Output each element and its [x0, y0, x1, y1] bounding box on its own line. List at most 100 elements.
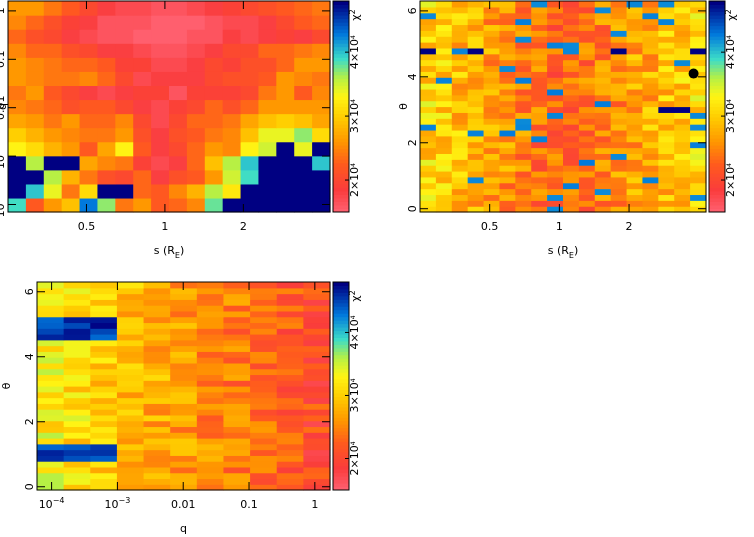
heatmap-cell: [196, 339, 225, 347]
heatmap-cell: [467, 153, 485, 160]
heatmap-cell: [116, 305, 145, 312]
heatmap-cell: [8, 43, 27, 58]
heatmap-cell: [451, 135, 469, 143]
heatmap-cell: [594, 153, 612, 160]
heatmap-cell: [642, 170, 659, 178]
heatmap-cell: [63, 403, 91, 410]
heatmap-cell: [196, 432, 225, 439]
colorbar-segment: [709, 159, 725, 164]
heatmap-cell: [240, 155, 260, 171]
heatmap-cell: [116, 443, 145, 451]
heatmap-cell: [626, 124, 644, 131]
heatmap-cell: [578, 182, 596, 190]
heatmap-cell: [170, 420, 198, 428]
heatmap-cell: [169, 127, 188, 143]
heatmap-cell: [303, 380, 331, 387]
heatmap-cell: [303, 414, 331, 422]
heatmap-cell: [79, 183, 99, 199]
heatmap-cell: [451, 147, 469, 154]
colorbar-segment: [333, 392, 349, 397]
heatmap-cell: [642, 153, 659, 160]
heatmap-cell: [435, 6, 453, 14]
heatmap-cell: [642, 100, 659, 108]
heatmap-cell: [258, 197, 277, 213]
colorbar-segment: [709, 81, 725, 86]
heatmap-cell: [467, 59, 485, 67]
heatmap-cell: [610, 100, 628, 108]
colorbar-segment: [333, 85, 349, 90]
heatmap-cell: [531, 200, 548, 207]
heatmap-cell: [467, 112, 485, 119]
heatmap-cell: [79, 43, 99, 58]
x-tick-label: 2: [240, 220, 247, 233]
heatmap-cell: [196, 403, 225, 410]
heatmap-cell: [435, 112, 453, 119]
heatmap-cell: [642, 94, 659, 102]
heatmap-cell: [610, 83, 628, 90]
heatmap-cell: [116, 293, 145, 300]
heatmap-cell: [547, 170, 564, 178]
heatmap-cell: [276, 443, 304, 451]
heatmap-cell: [467, 65, 485, 72]
heatmap-cell: [312, 1, 331, 16]
heatmap-cell: [90, 455, 118, 462]
heatmap-cell: [467, 88, 485, 96]
colorbar-segment: [333, 382, 349, 387]
heatmap-cell: [563, 147, 580, 154]
heatmap-cell: [170, 322, 198, 329]
heatmap-cell: [674, 176, 691, 184]
heatmap-cell: [610, 147, 628, 154]
heatmap-cell: [674, 30, 691, 37]
heatmap-cell: [515, 24, 532, 31]
heatmap-cell: [170, 328, 198, 335]
heatmap-cell: [61, 43, 81, 58]
heatmap-cell: [170, 414, 198, 422]
heatmap-cell: [563, 65, 580, 72]
heatmap-cell: [594, 18, 612, 26]
heatmap-cell: [276, 85, 295, 101]
heatmap-cell: [531, 135, 548, 143]
heatmap-cell: [276, 71, 295, 86]
heatmap-cell: [483, 112, 501, 119]
colorbar-segment: [333, 95, 349, 100]
heatmap-cell: [143, 310, 171, 318]
heatmap-cell: [170, 443, 198, 451]
heatmap-cell: [420, 30, 437, 37]
heatmap-cell: [547, 6, 564, 14]
heatmap-cell: [250, 316, 278, 324]
heatmap-cell: [658, 88, 675, 96]
heatmap-cell: [276, 461, 304, 468]
heatmap-cell: [97, 183, 116, 199]
heatmap-cell: [223, 374, 251, 381]
heatmap-cell: [563, 100, 580, 108]
heatmap-cell: [90, 362, 118, 370]
heatmap-cell: [37, 299, 65, 306]
colorbar-segment: [709, 131, 725, 136]
heatmap-cell: [690, 153, 707, 160]
heatmap-cell: [690, 42, 707, 49]
heatmap-cell: [115, 1, 134, 16]
heatmap-cell: [578, 94, 596, 102]
heatmap-cell: [674, 100, 691, 108]
heatmap-cell: [223, 357, 251, 364]
heatmap-cell: [115, 29, 134, 44]
heatmap-cell: [547, 12, 564, 20]
heatmap-cell: [467, 24, 485, 31]
heatmap-cell: [547, 18, 564, 26]
heatmap-cell: [143, 328, 171, 335]
heatmap-cell: [312, 155, 331, 171]
heatmap-cell: [690, 6, 707, 14]
heatmap-cell: [276, 438, 304, 445]
colorbar-segment: [709, 78, 725, 83]
heatmap-cell: [690, 129, 707, 137]
heatmap-cell: [97, 141, 116, 157]
colorbar-segment: [709, 162, 725, 167]
heatmap-cell: [25, 197, 45, 213]
heatmap-cell: [25, 85, 45, 101]
heatmap-cell: [250, 345, 278, 352]
heatmap-cell: [61, 113, 81, 129]
heatmap-cell: [116, 287, 145, 295]
heatmap-cell: [674, 12, 691, 20]
heatmap-cell: [531, 94, 548, 102]
colorbar-segment: [709, 106, 725, 111]
